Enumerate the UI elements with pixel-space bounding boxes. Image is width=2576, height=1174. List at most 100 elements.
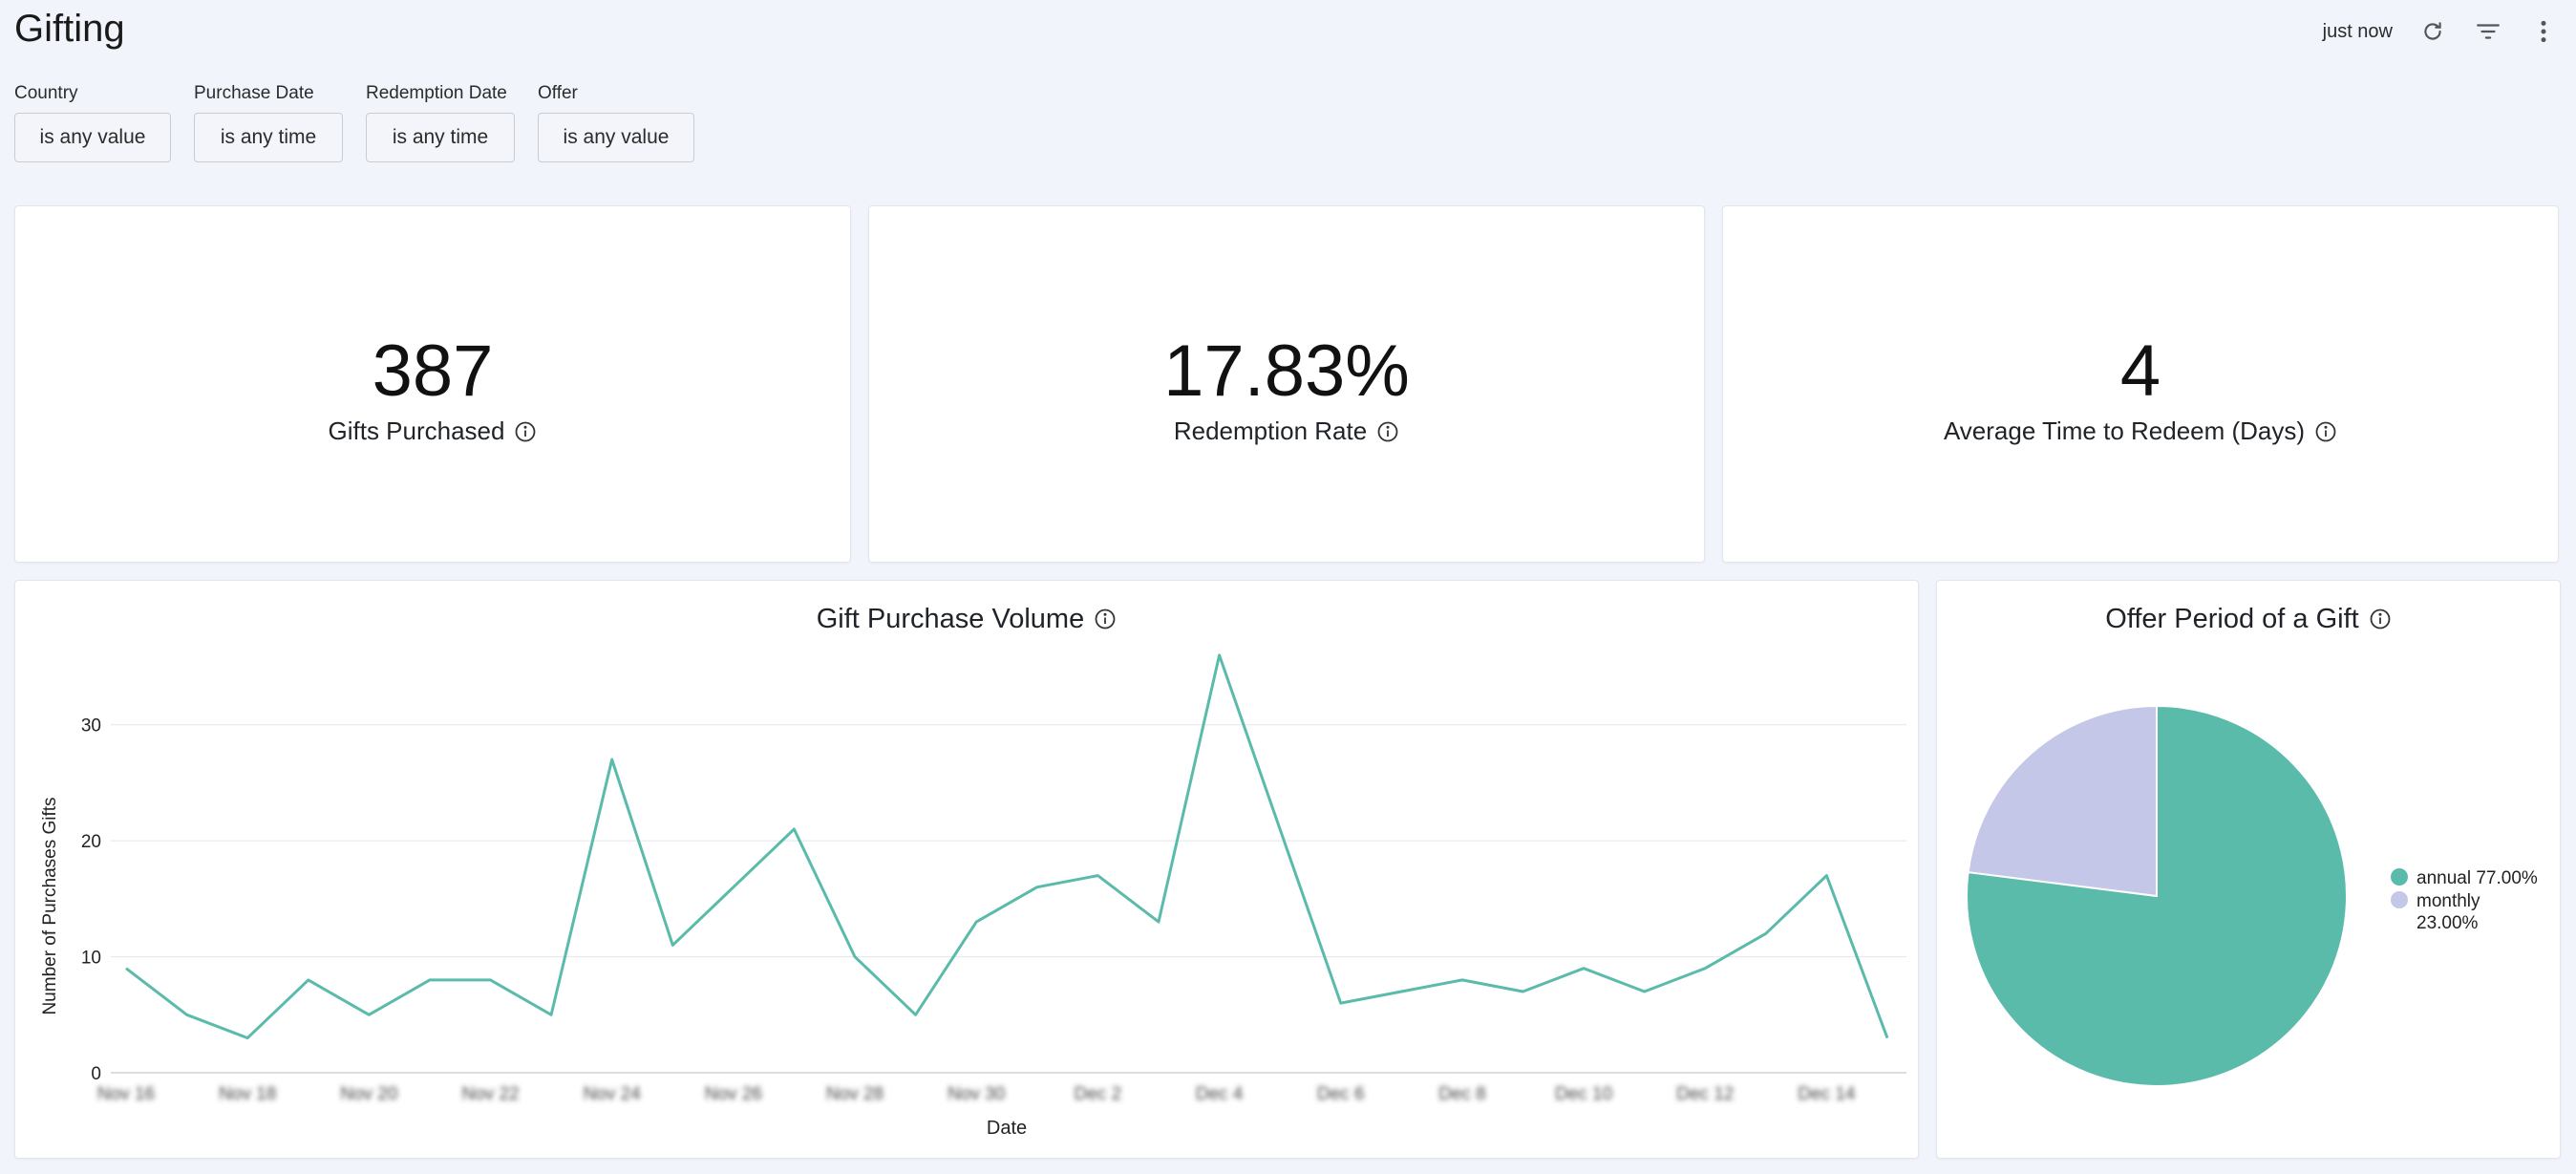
legend-label-monthly: monthly [2416,891,2480,911]
filter-country: Country is any value [14,82,171,162]
data-point[interactable] [545,1009,557,1020]
filter-label: Offer [538,83,578,103]
filter-label: Country [14,83,78,103]
data-point[interactable] [607,754,618,765]
offer-filter-button[interactable]: is any value [538,113,694,162]
data-point[interactable] [1760,928,1772,939]
info-icon[interactable] [1094,608,1117,630]
kpi-card-avg-time-to-redeem: 4 Average Time to Redeem (Days) [1722,205,2559,563]
data-point[interactable] [1153,916,1164,928]
legend-value-monthly: 23.00% [2416,913,2479,933]
data-point[interactable] [1032,882,1043,893]
header-actions: just now [2323,13,2563,50]
data-point[interactable] [1457,974,1468,986]
filter-lines-icon [2477,24,2500,39]
data-point[interactable] [788,823,799,835]
kpi-value: 4 [2119,331,2161,412]
data-point[interactable] [181,1009,193,1020]
x-tick-label: Dec 8 [1438,1084,1486,1104]
series-line [125,653,1889,1040]
legend-label-annual: annual 77.00% [2416,868,2538,888]
kpi-value: 17.83% [1163,331,1410,412]
data-point[interactable] [120,963,132,974]
data-point[interactable] [1214,650,1225,661]
x-tick-label: Dec 14 [1798,1084,1856,1104]
kpi-label: Average Time to Redeem (Days) [1943,416,2306,445]
kpi-card-gifts-purchased: 387 Gifts Purchased [14,205,851,563]
data-point[interactable] [970,916,982,928]
pie-slice-annual[interactable] [1966,704,2348,1087]
data-point[interactable] [1335,997,1347,1009]
data-point[interactable] [424,974,436,986]
info-icon[interactable] [514,420,537,443]
x-tick-label: Nov 24 [584,1084,642,1104]
gift-purchase-volume-card: Gift Purchase Volume 0 10 20 30 Nov 16 Nov 18… [14,580,1919,1159]
x-tick-label: Nov 16 [97,1084,155,1104]
data-point[interactable] [363,1009,374,1020]
redemption-date-filter-button[interactable]: is any time [366,113,515,162]
legend-swatch [2391,891,2408,908]
x-tick-label: Nov 30 [947,1084,1005,1104]
x-tick-label: Nov 26 [705,1084,762,1104]
info-icon[interactable] [1376,420,1399,443]
data-point[interactable] [849,951,861,963]
chart-title: Offer Period of a Gift [2105,604,2359,634]
data-point[interactable] [1092,870,1103,882]
data-point[interactable] [1395,986,1407,997]
refresh-button[interactable] [2414,13,2452,50]
x-tick-label: Dec 4 [1196,1084,1244,1104]
data-point[interactable] [242,1033,253,1044]
y-tick-label: 30 [81,716,101,736]
filter-offer: Offer is any value [538,82,694,162]
country-filter-button[interactable]: is any value [14,113,171,162]
y-tick-label: 10 [81,949,101,969]
x-tick-label: Nov 20 [340,1084,397,1104]
last-updated-text: just now [2322,20,2393,42]
data-point[interactable] [667,939,678,950]
y-tick-label: 20 [81,832,101,852]
data-point[interactable] [728,882,739,893]
refresh-icon [2424,22,2441,40]
kpi-label: Redemption Rate [1173,416,1368,445]
kpi-value: 387 [372,331,494,412]
data-point[interactable] [1820,870,1832,882]
x-tick-label: Nov 22 [461,1084,519,1104]
data-point[interactable] [1578,963,1589,974]
x-tick-label: Nov 28 [826,1084,884,1104]
filter-bar: Country is any value Purchase Date is an… [14,82,694,162]
chart-title: Gift Purchase Volume [816,604,1085,634]
y-axis-label: Number of Purchases Gifts [40,797,60,1014]
filter-label: Redemption Date [366,83,507,103]
page-title: Gifting [14,8,125,50]
offer-period-card: Offer Period of a Gift annual 77.00% mont… [1936,580,2561,1159]
purchase-date-filter-button[interactable]: is any time [194,113,343,162]
data-point[interactable] [303,974,314,986]
info-icon[interactable] [2369,608,2392,630]
data-point[interactable] [1639,986,1650,997]
filter-redemption-date: Redemption Date is any time [366,82,515,162]
data-point[interactable] [1882,1033,1893,1044]
y-tick-label: 0 [91,1064,101,1084]
info-icon[interactable] [2314,420,2337,443]
filter-toggle-button[interactable] [2469,13,2507,50]
data-point[interactable] [1274,823,1286,835]
filter-purchase-date: Purchase Date is any time [194,82,343,162]
x-tick-label: Nov 18 [219,1084,276,1104]
kpi-card-redemption-rate: 17.83% Redemption Rate [868,205,1705,563]
filter-label: Purchase Date [194,83,314,103]
data-point[interactable] [910,1009,922,1020]
x-tick-label: Dec 10 [1555,1084,1612,1104]
data-point[interactable] [1699,963,1711,974]
more-options-button[interactable] [2524,13,2563,50]
x-axis-label: Date [987,1118,1027,1139]
pie-slice-monthly[interactable] [1967,704,2158,898]
data-point[interactable] [1517,986,1528,997]
legend-swatch [2391,868,2408,886]
kpi-label: Gifts Purchased [328,416,505,445]
x-tick-label: Dec 2 [1075,1084,1122,1104]
data-point[interactable] [485,974,497,986]
line-chart: 0 10 20 30 Nov 16 Nov 18 Nov 20 Nov 22 Nov 24 Nov… [40,650,1906,1139]
x-tick-label: Dec 12 [1676,1084,1734,1104]
more-vertical-icon [2541,20,2546,43]
